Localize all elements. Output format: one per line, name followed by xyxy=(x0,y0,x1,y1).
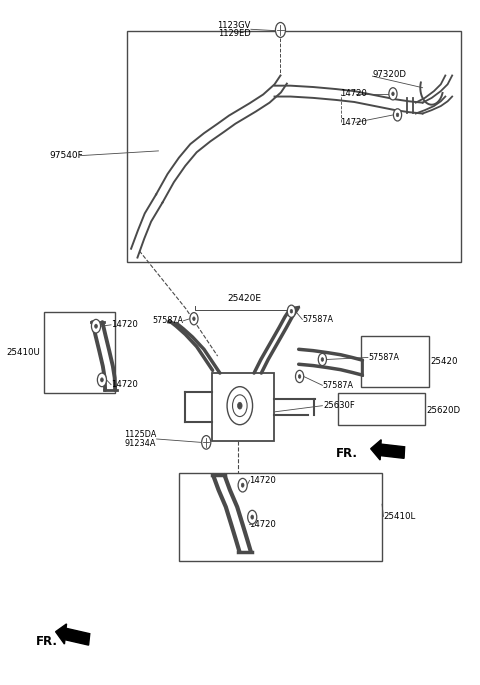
Circle shape xyxy=(190,312,198,325)
Text: 25410L: 25410L xyxy=(384,512,416,521)
Text: 97540F: 97540F xyxy=(49,151,83,160)
Text: 25420: 25420 xyxy=(431,357,458,366)
Text: 1129ED: 1129ED xyxy=(217,29,251,38)
Circle shape xyxy=(392,92,394,96)
Circle shape xyxy=(241,483,244,487)
Circle shape xyxy=(318,353,326,366)
Circle shape xyxy=(92,319,101,333)
Text: 14720: 14720 xyxy=(250,520,276,529)
Bar xyxy=(212,373,274,441)
Circle shape xyxy=(202,436,211,449)
Circle shape xyxy=(101,378,103,382)
Bar xyxy=(179,473,382,561)
Circle shape xyxy=(248,510,257,524)
Bar xyxy=(338,393,425,425)
FancyArrow shape xyxy=(371,440,405,460)
Circle shape xyxy=(276,23,286,38)
Circle shape xyxy=(296,371,304,383)
Bar xyxy=(44,312,115,393)
Circle shape xyxy=(299,375,301,378)
Text: 97320D: 97320D xyxy=(372,70,407,79)
Text: 25410U: 25410U xyxy=(6,348,40,357)
Bar xyxy=(127,32,461,262)
Text: FR.: FR. xyxy=(336,447,358,460)
Circle shape xyxy=(389,88,397,100)
Circle shape xyxy=(396,113,399,116)
Text: 14720: 14720 xyxy=(111,380,138,389)
Text: 1123GV: 1123GV xyxy=(217,21,251,29)
Circle shape xyxy=(321,358,324,361)
Text: 14720: 14720 xyxy=(341,118,368,127)
FancyArrow shape xyxy=(56,624,90,645)
Circle shape xyxy=(238,402,242,409)
Text: FR.: FR. xyxy=(36,635,58,648)
Text: 25620D: 25620D xyxy=(426,406,460,415)
Text: 57587A: 57587A xyxy=(323,381,353,390)
Text: 57587A: 57587A xyxy=(302,315,333,324)
Text: 25630F: 25630F xyxy=(324,401,355,410)
Text: 91234A: 91234A xyxy=(125,438,156,447)
Circle shape xyxy=(192,317,195,321)
Text: 1125DA: 1125DA xyxy=(124,429,156,438)
Text: 14720: 14720 xyxy=(111,321,138,329)
Text: 57587A: 57587A xyxy=(368,353,399,362)
Circle shape xyxy=(97,373,107,386)
Bar xyxy=(361,336,430,386)
Circle shape xyxy=(288,305,296,317)
Circle shape xyxy=(95,324,97,328)
Circle shape xyxy=(394,109,402,121)
Circle shape xyxy=(290,310,293,313)
Text: 14720: 14720 xyxy=(341,89,368,99)
Text: 57587A: 57587A xyxy=(153,316,183,325)
Text: 25420E: 25420E xyxy=(227,294,261,303)
Circle shape xyxy=(251,515,253,519)
Circle shape xyxy=(238,478,247,492)
Text: 14720: 14720 xyxy=(250,476,276,485)
